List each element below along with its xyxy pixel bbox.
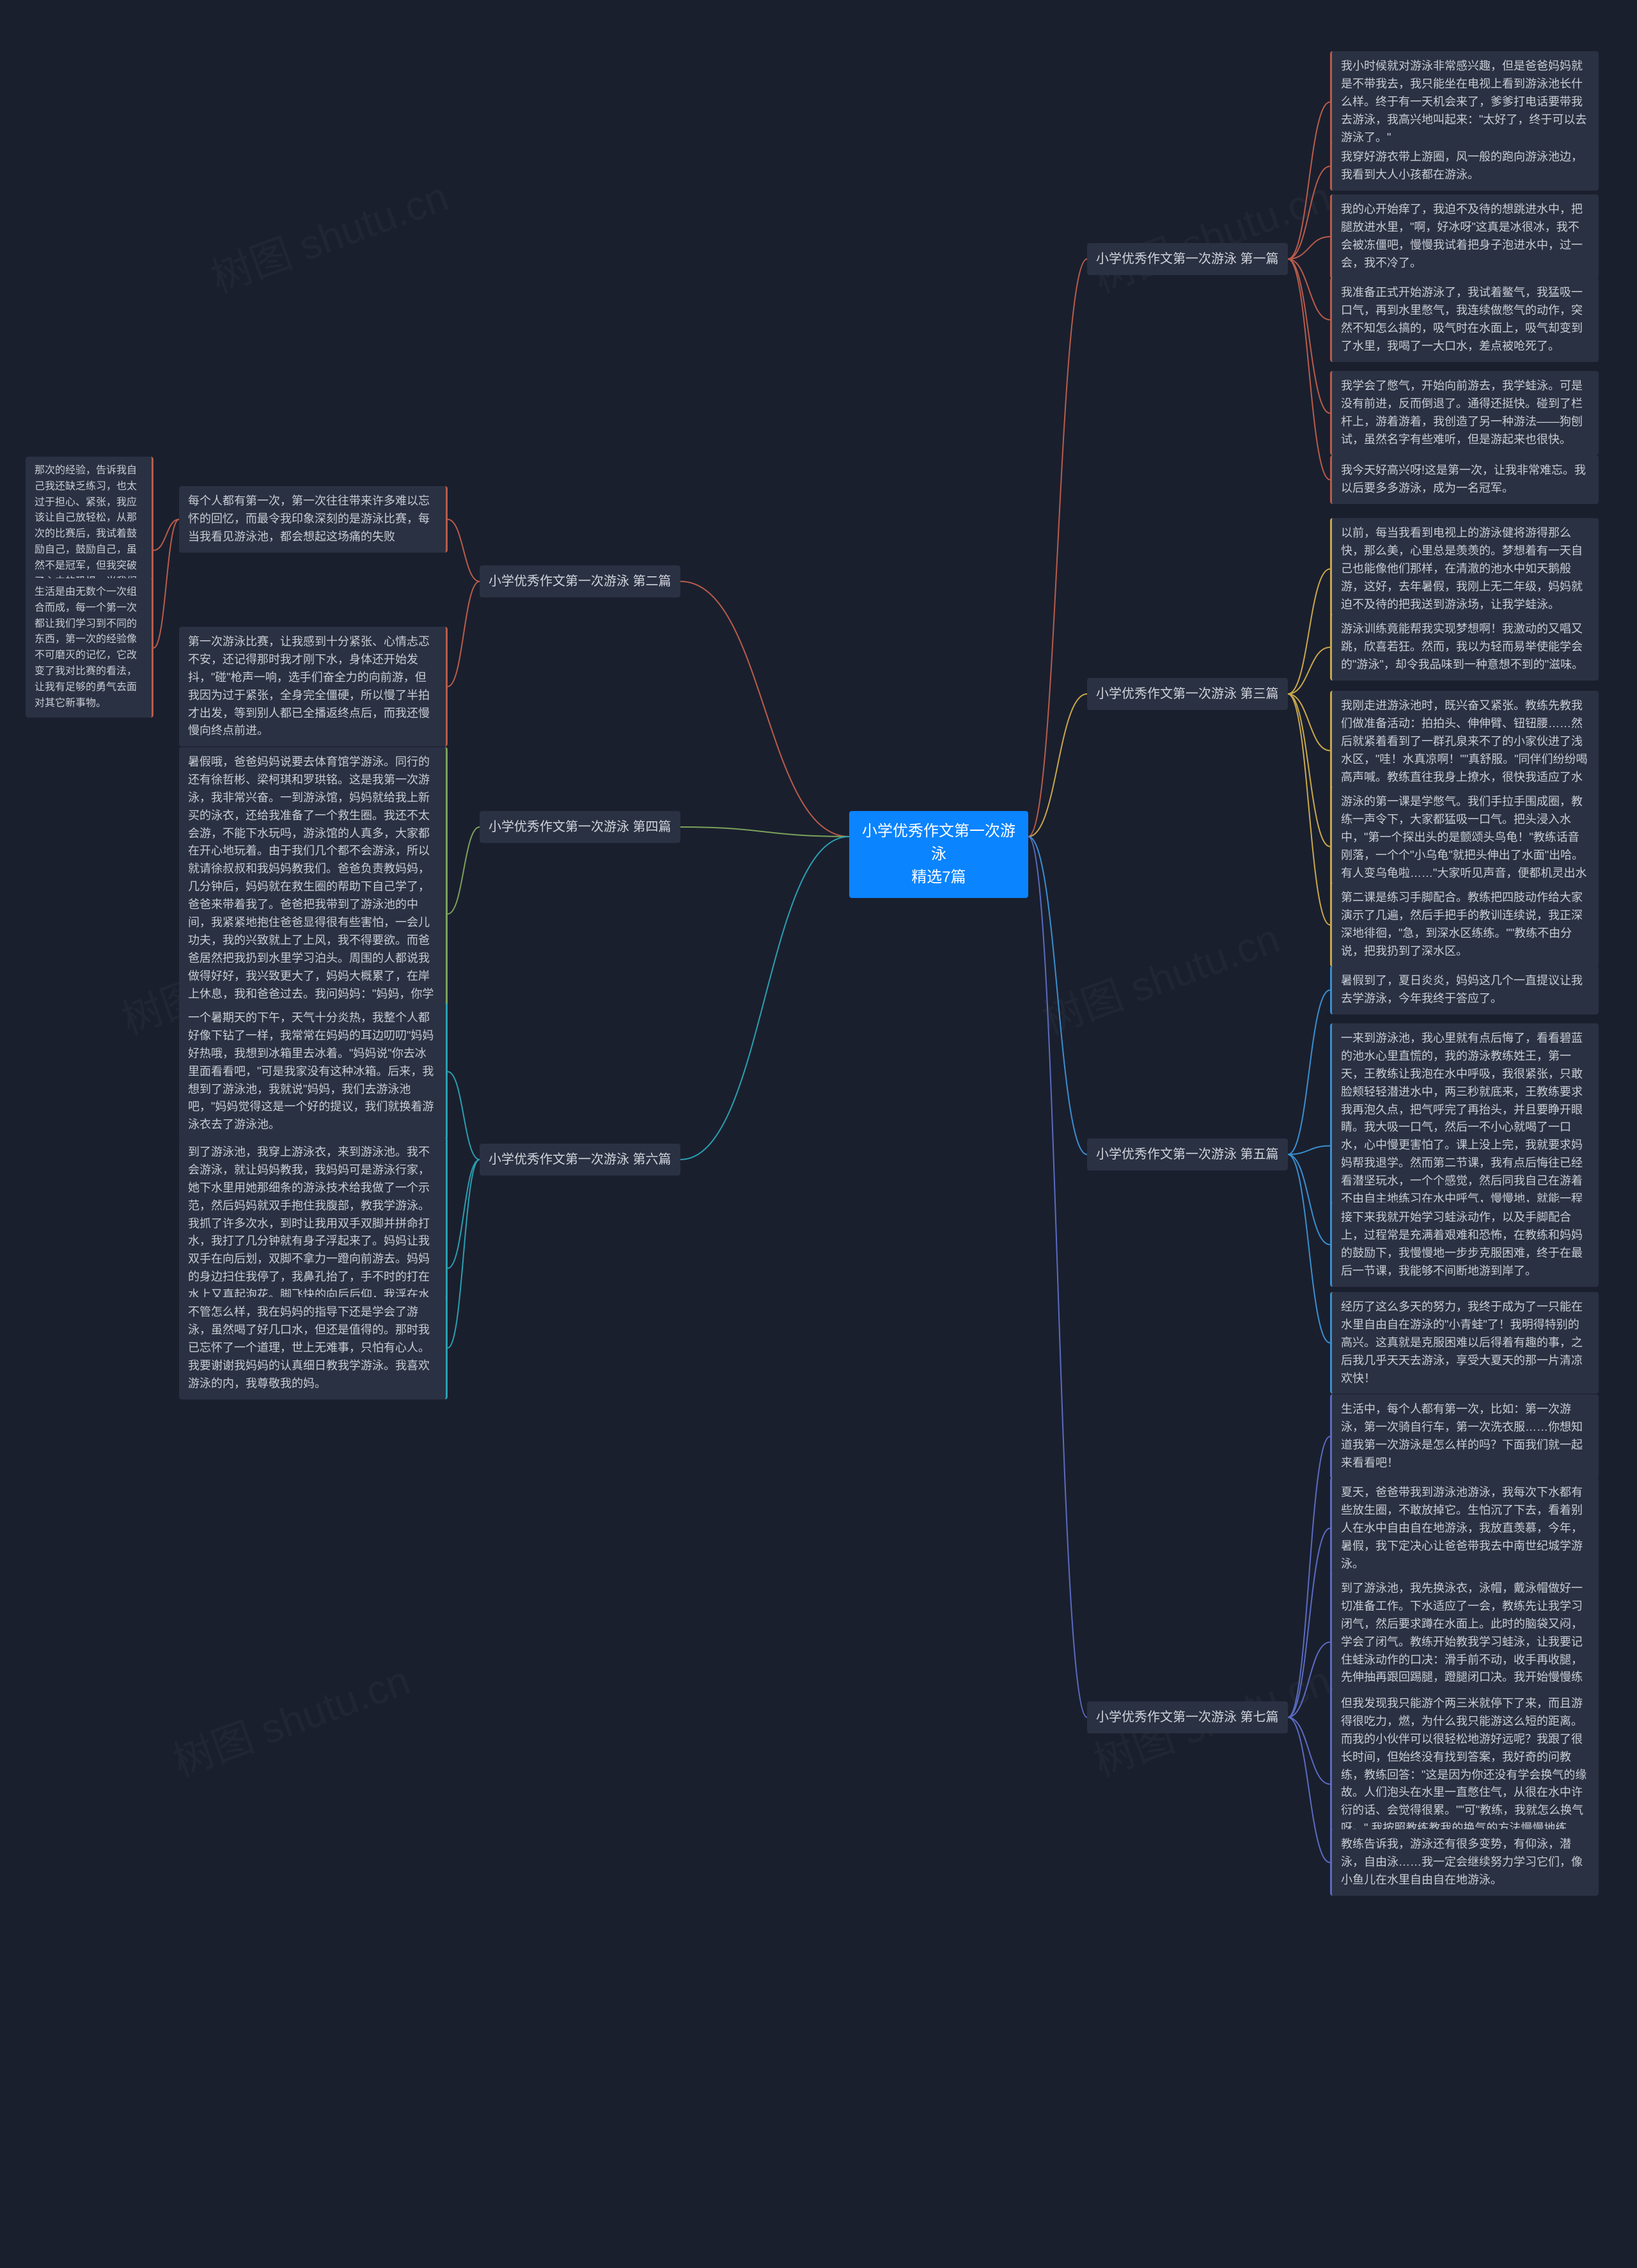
leaf-b3-4: 第二课是练习手脚配合。教练把四肢动作给大家演示了几遍，然后手把手的教训连续说，我…	[1330, 883, 1599, 967]
leaf-b1-4: 我学会了憋气，开始向前游去，我学蛙泳。可是没有前进，反而倒退了。通得还挺快。碰到…	[1330, 371, 1599, 455]
leaf-b6-2: 不管怎么样，我在妈妈的指导下还是学会了游泳，虽然喝了好几口水，但还是值得的。那时…	[179, 1297, 448, 1399]
leaf-b7-1: 夏天，爸爸带我到游泳池游泳，我每次下水都有些放生圈，不敢放掉它。生怕沉了下去，看…	[1330, 1477, 1599, 1579]
watermark: 树图 shutu.cn	[1033, 906, 1287, 1046]
subleaf-b2-0-1: 生活是由无数个一次组合而成，每一个第一次都让我们学习到不同的东西，第一次的经验像…	[26, 578, 153, 718]
watermark: 树图 shutu.cn	[1085, 164, 1338, 304]
leaf-b7-0: 生活中，每个人都有第一次，比如：第一次游泳，第一次骑自行车，第一次洗衣服……你想…	[1330, 1394, 1599, 1479]
branch-b4: 小学优秀作文第一次游泳 第四篇	[480, 811, 680, 843]
leaf-b3-1: 游泳训练竟能帮我实现梦想啊！我激动的又唱又跳，欣喜若狂。然而，我以为轻而易举使能…	[1330, 614, 1599, 681]
leaf-b7-4: 教练告诉我，游泳还有很多变势，有仰泳，潜泳，自由泳……我一定会继续努力学习它们，…	[1330, 1829, 1599, 1896]
leaf-b5-2: 接下来我就开始学习蛙泳动作，以及手脚配合上，过程常是充满着艰难和恐怖，在教练和妈…	[1330, 1202, 1599, 1287]
branch-b1: 小学优秀作文第一次游泳 第一篇	[1087, 243, 1288, 275]
leaf-b6-0: 一个暑期天的下午，天气十分炎热，我整个人都好像下钻了一样，我常常在妈妈的耳边叨叨…	[179, 1003, 448, 1140]
leaf-b1-3: 我准备正式开始游泳了，我试着鳖气，我猛吸一口气，再到水里憋气，我连续做憋气的动作…	[1330, 278, 1599, 362]
leaf-b1-5: 我今天好高兴呀!这是第一次，让我非常难忘。我以后要多多游泳，成为一名冠军。	[1330, 455, 1599, 504]
watermark: 树图 shutu.cn	[202, 164, 455, 304]
leaf-b2-0: 每个人都有第一次，第一次往往带来许多难以忘怀的回忆，而最令我印象深刻的是游泳比赛…	[179, 486, 448, 553]
leaf-b5-0: 暑假到了，夏日炎炎，妈妈这几个一直提议让我去学游泳，今年我终于答应了。	[1330, 966, 1599, 1014]
branch-b2: 小学优秀作文第一次游泳 第二篇	[480, 565, 680, 597]
leaf-b3-0: 以前，每当我看到电视上的游泳健将游得那么快，那么美，心里总是羡羡的。梦想着有一天…	[1330, 518, 1599, 620]
branch-b3: 小学优秀作文第一次游泳 第三篇	[1087, 678, 1288, 710]
watermark: 树图 shutu.cn	[164, 1648, 417, 1788]
root-node: 小学优秀作文第一次游泳 精选7篇	[849, 811, 1028, 898]
leaf-b1-2: 我的心开始痒了，我迫不及待的想跳进水中，把腿放进水里，"啊，好冰呀"这真是冰很冰…	[1330, 194, 1599, 279]
branch-b6: 小学优秀作文第一次游泳 第六篇	[480, 1144, 680, 1176]
leaf-b2-1: 第一次游泳比赛，让我感到十分紧张、心情忐忑不安，还记得那时我才刚下水，身体还开始…	[179, 627, 448, 746]
leaf-b5-3: 经历了这么多天的努力，我终于成为了一只能在水里自由自在游泳的"小青蛙"了！我明得…	[1330, 1292, 1599, 1394]
leaf-b1-0: 我小时候就对游泳非常感兴趣，但是爸爸妈妈就是不带我去，我只能坐在电视上看到游泳池…	[1330, 51, 1599, 153]
leaf-b1-1: 我穿好游衣带上游圈，风一般的跑向游泳池边，我看到大人小孩都在游泳。	[1330, 142, 1599, 191]
branch-b7: 小学优秀作文第一次游泳 第七篇	[1087, 1701, 1288, 1733]
branch-b5: 小学优秀作文第一次游泳 第五篇	[1087, 1138, 1288, 1170]
